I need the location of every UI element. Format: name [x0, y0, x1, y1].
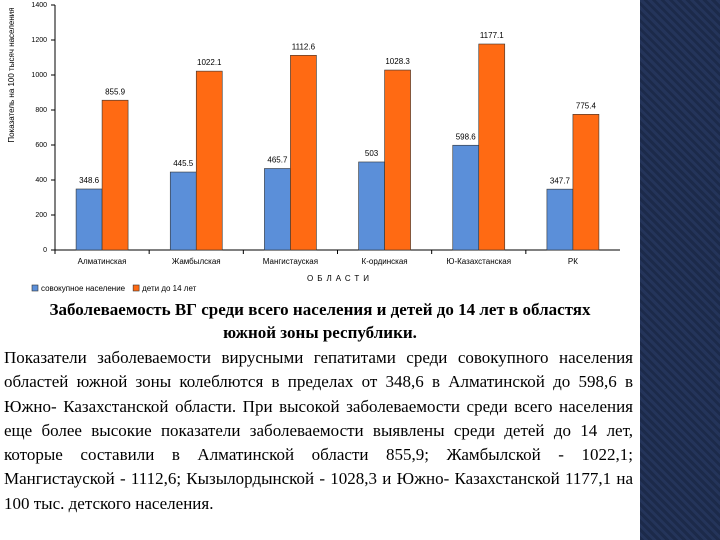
- y-tick-label: 1200: [31, 37, 47, 44]
- value-label: 598.6: [456, 132, 477, 141]
- value-label: 445.5: [173, 159, 194, 168]
- y-axis-label: Показатель на 100 тысяч населения: [7, 7, 16, 142]
- value-label: 1028.3: [385, 57, 410, 66]
- x-tick-label: К-ординская: [362, 257, 408, 266]
- y-tick-label: 600: [35, 142, 47, 149]
- x-tick-label: РК: [568, 257, 578, 266]
- x-tick-label: Жамбылская: [172, 257, 221, 266]
- bar: [478, 43, 506, 251]
- y-tick-label: 0: [43, 247, 47, 254]
- value-label: 465.7: [267, 156, 288, 165]
- value-label: 348.6: [79, 176, 100, 185]
- value-label: 503: [365, 149, 379, 158]
- legend-swatch: [31, 284, 39, 292]
- legend-label: совокупное население: [41, 284, 126, 293]
- value-label: 775.4: [576, 101, 597, 110]
- x-tick-label: Ю-Казахстанская: [446, 257, 511, 266]
- chart: Показатель на 100 тысяч населения ОБЛАСТ…: [7, 2, 620, 293]
- x-tick-label: Алматинская: [78, 257, 127, 266]
- bar: [384, 69, 411, 251]
- x-axis-label: ОБЛАСТИ: [307, 274, 373, 283]
- legend-swatch: [132, 284, 140, 292]
- y-tick-label: 1000: [31, 72, 47, 79]
- bar: [452, 144, 480, 251]
- y-tick-label: 800: [35, 107, 47, 114]
- paragraph: Показатели заболеваемости вирусными гепа…: [4, 348, 633, 513]
- bar: [75, 188, 103, 251]
- bar: [572, 114, 600, 251]
- y-tick-label: 400: [35, 177, 47, 184]
- y-tick-label: 1400: [31, 2, 47, 9]
- value-label: 347.7: [550, 176, 571, 185]
- bar: [546, 188, 574, 251]
- side-panel: [640, 0, 720, 540]
- bar: [101, 99, 129, 251]
- value-label: 1112.6: [292, 42, 316, 51]
- bar: [169, 171, 197, 251]
- y-tick-label: 200: [35, 212, 47, 219]
- bar: [290, 54, 317, 251]
- bar: [195, 70, 223, 251]
- bar: [264, 168, 291, 251]
- value-label: 1022.1: [197, 58, 222, 67]
- caption: Заболеваемость ВГ среди всего населения …: [49, 300, 591, 342]
- legend-label: дети до 14 лет: [142, 284, 197, 293]
- value-label: 1177.1: [480, 31, 504, 40]
- value-label: 855.9: [105, 87, 126, 96]
- bar: [358, 161, 385, 251]
- x-tick-label: Мангистауская: [263, 257, 318, 266]
